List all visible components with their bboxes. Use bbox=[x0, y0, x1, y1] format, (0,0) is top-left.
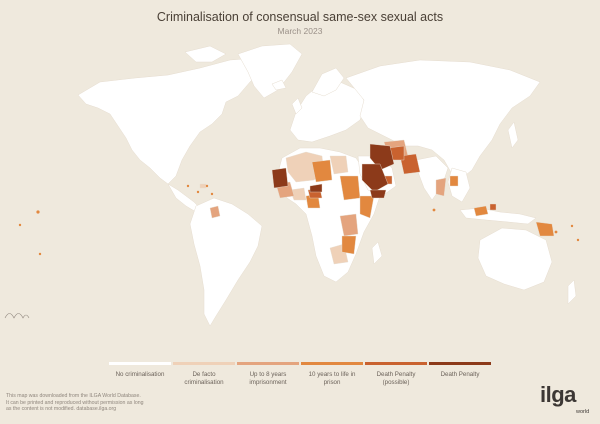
country-death-northern-nigeria[interactable] bbox=[309, 183, 323, 193]
legend-item-up-to-8-years: Up to 8 years imprisonment bbox=[236, 362, 300, 387]
legend-item-no-criminalisation: No criminalisation bbox=[108, 362, 172, 379]
country-10-to-life-png[interactable] bbox=[535, 221, 555, 237]
country-up-to-8-east-africa[interactable] bbox=[339, 213, 359, 237]
legend-swatch bbox=[237, 362, 299, 365]
scandinavia[interactable] bbox=[311, 67, 345, 97]
island-marker[interactable] bbox=[38, 252, 42, 256]
country-10-to-life-bangladesh[interactable] bbox=[449, 175, 459, 187]
country-up-to-8-guyana[interactable] bbox=[209, 205, 221, 219]
island-marker[interactable] bbox=[196, 190, 200, 194]
country-death-possible-brunei[interactable] bbox=[489, 203, 497, 211]
country-death-iran[interactable] bbox=[369, 143, 395, 171]
country-10-to-life-libya[interactable] bbox=[311, 159, 333, 183]
country-10-to-life-tanzania[interactable] bbox=[341, 235, 357, 255]
island-marker[interactable] bbox=[205, 184, 209, 188]
legend-label: Death Penalty bbox=[440, 371, 480, 378]
new-zealand[interactable] bbox=[567, 279, 577, 305]
legend-item-10-years-to-life: 10 years to life in prison bbox=[300, 362, 364, 387]
legend-label: No criminalisation bbox=[115, 371, 165, 378]
country-death-yemen[interactable] bbox=[369, 189, 387, 199]
logo-word: ilga bbox=[540, 382, 576, 407]
island-markers bbox=[18, 184, 580, 256]
country-10-to-life-malaysia[interactable] bbox=[473, 205, 489, 217]
scale-wave-icon bbox=[4, 313, 30, 319]
island-marker[interactable] bbox=[576, 238, 580, 242]
footer-note: This map was downloaded from the ILGA Wo… bbox=[6, 393, 144, 412]
legend: No criminalisation De facto criminalisat… bbox=[108, 362, 493, 392]
country-death-possible-pakistan[interactable] bbox=[399, 153, 421, 175]
island-marker[interactable] bbox=[570, 224, 574, 228]
country-de-facto-west-africa[interactable] bbox=[289, 187, 307, 201]
map-subtitle: March 2023 bbox=[277, 26, 323, 36]
japan[interactable] bbox=[507, 121, 519, 149]
legend-label: De facto criminalisation bbox=[184, 371, 224, 386]
country-up-to-8-south-asia[interactable] bbox=[435, 177, 447, 197]
australia[interactable] bbox=[477, 227, 553, 291]
south-america[interactable] bbox=[189, 197, 263, 327]
legend-label: 10 years to life in prison bbox=[308, 371, 356, 386]
island-marker[interactable] bbox=[36, 210, 40, 214]
legend-swatch bbox=[109, 362, 171, 365]
map-title: Criminalisation of consensual same-sex s… bbox=[156, 10, 444, 24]
island-marker[interactable] bbox=[554, 230, 558, 234]
legend-swatch bbox=[301, 362, 363, 365]
uk[interactable] bbox=[291, 97, 303, 115]
country-10-to-life-somalia[interactable] bbox=[359, 195, 375, 219]
country-death-saudi-arabia[interactable] bbox=[361, 163, 389, 193]
country-de-facto-egypt[interactable] bbox=[329, 155, 349, 175]
iceland[interactable] bbox=[271, 79, 287, 91]
legend-item-death-penalty: Death Penalty bbox=[428, 362, 492, 379]
island-marker[interactable] bbox=[210, 192, 214, 196]
legend-swatch bbox=[365, 362, 427, 365]
legend-swatch bbox=[173, 362, 235, 365]
logo-subword: world bbox=[576, 409, 590, 415]
asia[interactable] bbox=[345, 59, 541, 179]
arctic-islands[interactable] bbox=[184, 45, 227, 63]
indonesia[interactable] bbox=[459, 207, 537, 225]
legend-label: Death Penalty (possible) bbox=[376, 371, 416, 386]
greenland[interactable] bbox=[237, 43, 303, 99]
ilga-logo: ilga world bbox=[540, 382, 596, 418]
north-america[interactable] bbox=[77, 57, 263, 185]
island-marker[interactable] bbox=[18, 223, 22, 227]
legend-item-de-facto: De facto criminalisation bbox=[172, 362, 236, 387]
island-marker[interactable] bbox=[186, 184, 190, 188]
island-marker[interactable] bbox=[432, 208, 436, 212]
country-death-mauritania[interactable] bbox=[271, 167, 289, 189]
legend-item-death-penalty-possible: Death Penalty (possible) bbox=[364, 362, 428, 387]
legend-swatch bbox=[429, 362, 491, 365]
country-de-facto-caribbean[interactable] bbox=[199, 183, 207, 189]
legend-label: Up to 8 years imprisonment bbox=[249, 371, 287, 386]
madagascar[interactable] bbox=[371, 241, 383, 265]
